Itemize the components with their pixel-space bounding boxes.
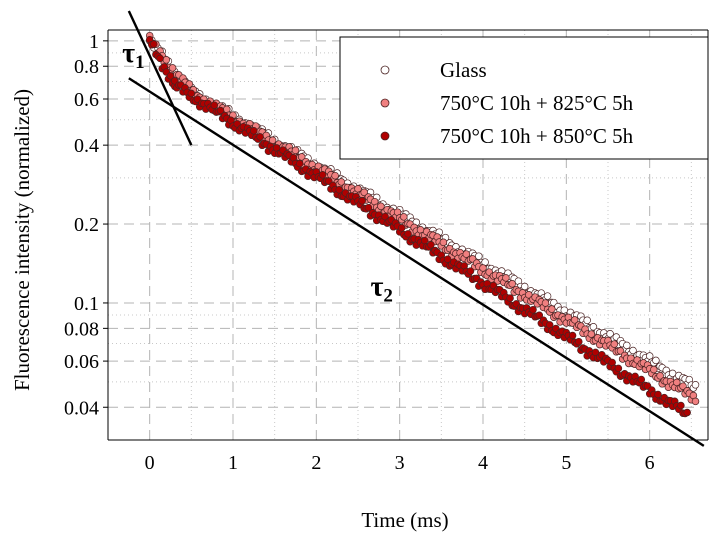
- data-point: [210, 101, 219, 109]
- data-point: [318, 171, 327, 179]
- data-point: [427, 241, 435, 249]
- legend-marker: [380, 131, 390, 141]
- data-point: [162, 56, 171, 64]
- data-point: [568, 331, 577, 340]
- legend-label: 750°C 10h + 850°C 5h: [440, 124, 634, 148]
- data-point: [575, 337, 583, 346]
- data-point: [508, 280, 516, 288]
- data-point: [364, 203, 373, 212]
- data-point: [541, 299, 550, 307]
- y-tick-label: 0.4: [74, 135, 99, 157]
- data-point: [337, 178, 346, 186]
- data-point: [397, 224, 406, 232]
- data-point: [529, 306, 537, 314]
- data-point: [297, 153, 306, 161]
- legend-label: Glass: [440, 58, 487, 82]
- data-point: [358, 197, 366, 205]
- data-point: [637, 375, 646, 384]
- data-point: [475, 252, 483, 260]
- data-point: [691, 381, 700, 389]
- y-tick-label: 0.8: [74, 56, 99, 78]
- data-point: [156, 54, 164, 63]
- data-point: [570, 316, 579, 324]
- data-point: [677, 401, 685, 410]
- data-point: [587, 330, 596, 338]
- y-tick-label: 0.2: [74, 214, 99, 236]
- y-tick-label: 0.04: [64, 397, 99, 419]
- data-point: [479, 264, 487, 272]
- y-tick-label: 1: [89, 31, 99, 53]
- data-point: [652, 356, 660, 365]
- data-point: [654, 390, 662, 399]
- x-axis-label: Time (ms): [361, 508, 448, 532]
- fit-lines: [127, 10, 705, 447]
- data-point: [656, 372, 664, 380]
- legend-marker: [380, 98, 390, 108]
- data-point: [443, 255, 452, 263]
- data-point: [166, 72, 175, 80]
- data-point: [506, 294, 514, 302]
- legend-box: [339, 36, 709, 160]
- series-3: [145, 35, 691, 418]
- data-point: [623, 341, 631, 350]
- data-point: [439, 238, 448, 247]
- data-point: [543, 292, 552, 300]
- data-point: [502, 274, 510, 282]
- x-tick-label: 1: [228, 452, 238, 474]
- data-point: [331, 171, 339, 180]
- y-axis-label: Fluorescence intensity (normalized): [10, 89, 34, 391]
- data-point: [683, 408, 691, 417]
- data-point: [614, 364, 623, 373]
- data-point: [216, 106, 225, 115]
- x-tick-label: 3: [395, 452, 405, 474]
- data-point: [295, 159, 304, 168]
- tick-labels: 0 1 2 3 4 5 6 0.04 0.06 0.08 0.1 0.2 0.4 0.6 0.8 1: [64, 31, 655, 474]
- x-tick-label: 6: [645, 452, 655, 474]
- data-point: [168, 64, 177, 72]
- data-point: [187, 89, 196, 98]
- x-tick-label: 0: [145, 452, 155, 474]
- data-point: [466, 267, 475, 275]
- data-point: [650, 365, 658, 374]
- y-tick-label: 0.1: [74, 293, 99, 315]
- legend-marker: [380, 65, 390, 75]
- data-point: [679, 382, 687, 390]
- data-point: [535, 311, 544, 320]
- data-point: [616, 347, 625, 355]
- data-point: [420, 236, 429, 245]
- data-point: [520, 282, 529, 291]
- data-point: [583, 316, 591, 325]
- data-point: [691, 397, 700, 406]
- y-tick-label: 0.06: [64, 351, 99, 373]
- data-point: [400, 213, 408, 221]
- data-point: [150, 40, 158, 48]
- data-point: [256, 133, 264, 141]
- data-point: [377, 202, 385, 211]
- data-point: [291, 146, 300, 155]
- x-tick-label: 4: [478, 452, 488, 474]
- fit-line-tau1: [127, 10, 193, 146]
- y-tick-label: 0.08: [64, 318, 99, 340]
- legend: Glass 750°C 10h + 825°C 5h 750°C 10h + 850…: [339, 36, 709, 160]
- x-tick-label: 2: [311, 452, 321, 474]
- data-point: [589, 323, 598, 331]
- data-point: [462, 250, 471, 258]
- legend-label: 750°C 10h + 825°C 5h: [440, 91, 634, 115]
- data-points: [145, 31, 700, 418]
- fit-line-tau2: [128, 77, 705, 447]
- data-point: [548, 305, 556, 313]
- data-point: [360, 188, 368, 197]
- data-point: [335, 186, 343, 194]
- data-point: [610, 340, 619, 348]
- data-point: [629, 346, 637, 355]
- data-point: [404, 230, 412, 238]
- data-point: [250, 127, 258, 135]
- x-tick-label: 5: [561, 452, 571, 474]
- y-tick-label: 0.6: [74, 89, 99, 111]
